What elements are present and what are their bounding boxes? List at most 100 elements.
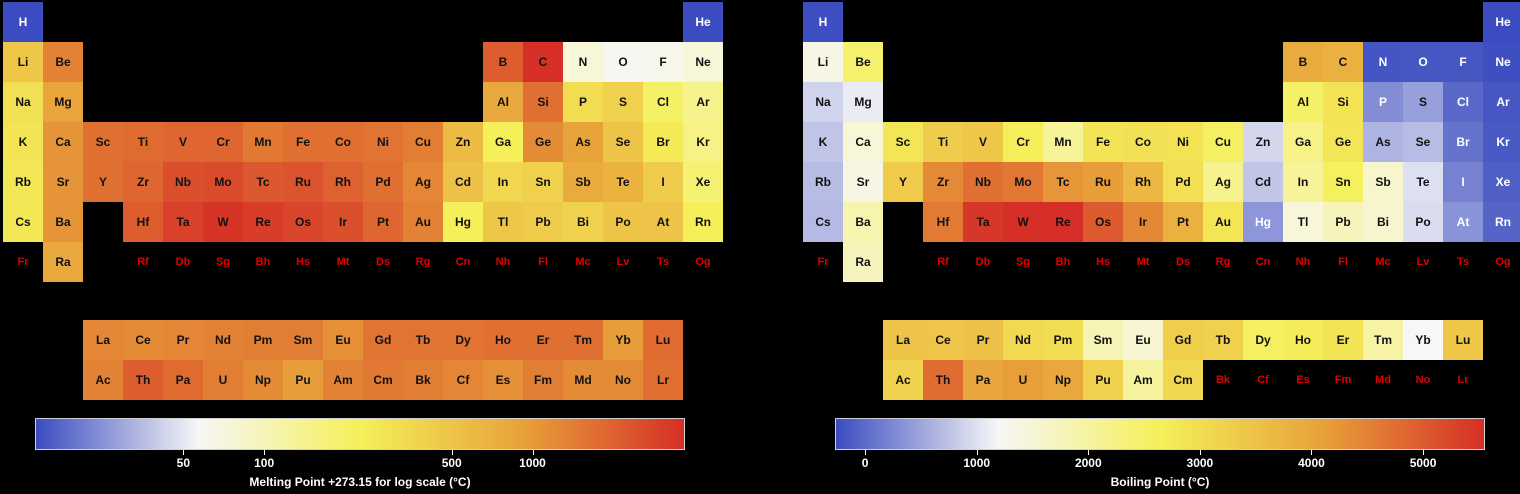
colorbar-tick-mark bbox=[1423, 450, 1425, 455]
element-cell-bk: Bk bbox=[1215, 374, 1231, 386]
element-cell-no: No bbox=[1415, 374, 1431, 386]
colorbar-tick-label: 500 bbox=[441, 456, 462, 470]
element-cell-cn: Cn bbox=[455, 256, 471, 268]
element-cell-sb: Sb bbox=[563, 162, 603, 202]
element-cell-y: Y bbox=[883, 162, 923, 202]
element-cell-cs: Cs bbox=[803, 202, 843, 242]
element-cell-cs: Cs bbox=[3, 202, 43, 242]
element-cell-pr: Pr bbox=[163, 320, 203, 360]
element-cell-gd: Gd bbox=[1163, 320, 1203, 360]
element-cell-li: Li bbox=[3, 42, 43, 82]
element-cell-ir: Ir bbox=[323, 202, 363, 242]
colorbar-tick-label: 2000 bbox=[1074, 456, 1102, 470]
colorbar-tick-mark bbox=[976, 450, 978, 455]
element-cell-co: Co bbox=[323, 122, 363, 162]
element-cell-ba: Ba bbox=[843, 202, 883, 242]
element-cell-ne: Ne bbox=[1483, 42, 1520, 82]
colorbar-tick-label: 100 bbox=[254, 456, 275, 470]
element-cell-o: O bbox=[603, 42, 643, 82]
element-cell-ru: Ru bbox=[1083, 162, 1123, 202]
element-cell-tm: Tm bbox=[1363, 320, 1403, 360]
element-cell-b: B bbox=[1283, 42, 1323, 82]
element-cell-tb: Tb bbox=[403, 320, 443, 360]
element-cell-kr: Kr bbox=[1483, 122, 1520, 162]
element-cell-fe: Fe bbox=[283, 122, 323, 162]
colorbar bbox=[835, 418, 1485, 450]
element-cell-cl: Cl bbox=[643, 82, 683, 122]
element-cell-es: Es bbox=[1296, 374, 1310, 386]
element-cell-pr: Pr bbox=[963, 320, 1003, 360]
element-cell-s: S bbox=[1403, 82, 1443, 122]
element-cell-mt: Mt bbox=[336, 256, 350, 268]
element-cell-ir: Ir bbox=[1123, 202, 1163, 242]
element-cell-nd: Nd bbox=[1003, 320, 1043, 360]
element-cell-zn: Zn bbox=[443, 122, 483, 162]
element-cell-fl: Fl bbox=[1338, 256, 1348, 268]
element-cell-mg: Mg bbox=[43, 82, 83, 122]
element-cell-in: In bbox=[1283, 162, 1323, 202]
element-cell-fl: Fl bbox=[538, 256, 548, 268]
element-cell-rf: Rf bbox=[937, 256, 949, 268]
element-cell-c: C bbox=[1323, 42, 1363, 82]
element-cell-os: Os bbox=[1083, 202, 1123, 242]
element-cell-pb: Pb bbox=[523, 202, 563, 242]
element-cell-ag: Ag bbox=[1203, 162, 1243, 202]
element-cell-u: U bbox=[203, 360, 243, 400]
element-cell-ra: Ra bbox=[843, 242, 883, 282]
element-cell-mo: Mo bbox=[203, 162, 243, 202]
element-cell-re: Re bbox=[1043, 202, 1083, 242]
element-cell-as: As bbox=[563, 122, 603, 162]
element-cell-eu: Eu bbox=[323, 320, 363, 360]
element-cell-w: W bbox=[1003, 202, 1043, 242]
element-cell-lr: Lr bbox=[643, 360, 683, 400]
element-cell-rb: Rb bbox=[803, 162, 843, 202]
element-cell-ga: Ga bbox=[1283, 122, 1323, 162]
element-cell-ts: Ts bbox=[1456, 256, 1470, 268]
element-cell-zr: Zr bbox=[123, 162, 163, 202]
element-cell-pa: Pa bbox=[963, 360, 1003, 400]
element-cell-ra: Ra bbox=[43, 242, 83, 282]
element-cell-xe: Xe bbox=[1483, 162, 1520, 202]
element-cell-lv: Lv bbox=[616, 256, 630, 268]
element-cell-ds: Ds bbox=[1175, 256, 1191, 268]
element-cell-he: He bbox=[683, 2, 723, 42]
element-cell-ge: Ge bbox=[523, 122, 563, 162]
element-cell-lu: Lu bbox=[643, 320, 683, 360]
element-cell-dy: Dy bbox=[443, 320, 483, 360]
element-cell-be: Be bbox=[843, 42, 883, 82]
element-cell-nh: Nh bbox=[495, 256, 511, 268]
element-cell-hg: Hg bbox=[443, 202, 483, 242]
element-cell-mg: Mg bbox=[843, 82, 883, 122]
element-cell-ne: Ne bbox=[683, 42, 723, 82]
element-cell-bi: Bi bbox=[1363, 202, 1403, 242]
element-cell-er: Er bbox=[1323, 320, 1363, 360]
element-cell-mn: Mn bbox=[1043, 122, 1083, 162]
element-cell-dy: Dy bbox=[1243, 320, 1283, 360]
element-cell-ca: Ca bbox=[43, 122, 83, 162]
element-cell-pu: Pu bbox=[1083, 360, 1123, 400]
element-cell-f: F bbox=[1443, 42, 1483, 82]
element-cell-li: Li bbox=[803, 42, 843, 82]
element-cell-sc: Sc bbox=[883, 122, 923, 162]
element-cell-db: Db bbox=[175, 256, 191, 268]
colorbar-tick-mark bbox=[1311, 450, 1313, 455]
element-cell-f: F bbox=[643, 42, 683, 82]
element-cell-md: Md bbox=[563, 360, 603, 400]
element-cell-rb: Rb bbox=[3, 162, 43, 202]
element-cell-hs: Hs bbox=[295, 256, 311, 268]
element-cell-n: N bbox=[563, 42, 603, 82]
element-cell-tl: Tl bbox=[1283, 202, 1323, 242]
element-cell-s: S bbox=[603, 82, 643, 122]
element-cell-cf: Cf bbox=[443, 360, 483, 400]
element-cell-br: Br bbox=[643, 122, 683, 162]
colorbar bbox=[35, 418, 685, 450]
element-cell-co: Co bbox=[1123, 122, 1163, 162]
element-cell-cr: Cr bbox=[203, 122, 243, 162]
colorbar-tick-mark bbox=[1199, 450, 1201, 455]
element-cell-os: Os bbox=[283, 202, 323, 242]
element-cell-at: At bbox=[1443, 202, 1483, 242]
element-cell-te: Te bbox=[603, 162, 643, 202]
element-cell-po: Po bbox=[603, 202, 643, 242]
element-cell-sb: Sb bbox=[1363, 162, 1403, 202]
colorbar-label: Boiling Point (°C) bbox=[1110, 475, 1210, 489]
